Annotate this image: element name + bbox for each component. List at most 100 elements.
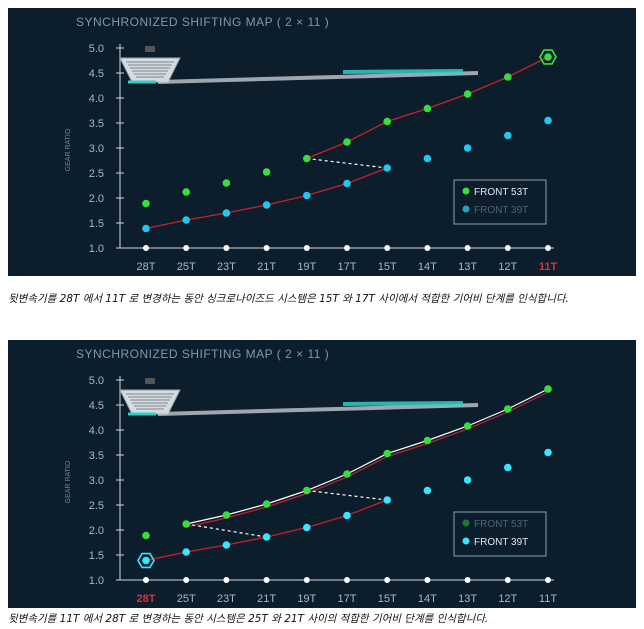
point-39t: [383, 164, 392, 172]
point-39t: [262, 201, 271, 209]
x-tick-label: 14T: [418, 593, 437, 605]
x-tick-label: 25T: [177, 593, 196, 605]
point-53t: [423, 104, 432, 113]
legend-label: FRONT 39T: [474, 205, 528, 216]
shifting-map-chart-1: SYNCHRONIZED SHIFTING MAP ( 2 × 11 ) GEAR…: [65, 15, 558, 273]
x-axis-dot: [464, 245, 471, 251]
point-53t: [262, 500, 271, 508]
current-gear-point: [142, 556, 150, 565]
point-39t: [182, 216, 190, 224]
chain-highlight: [342, 401, 464, 406]
x-axis-dot: [223, 245, 230, 251]
y-tick-label: 1.5: [89, 218, 104, 230]
x-axis-dot: [263, 245, 270, 251]
shift-transition-dashed: [306, 157, 388, 169]
x-tick-label: 11T: [539, 261, 558, 273]
x-tick-label: 21T: [257, 593, 276, 605]
x-axis-dot: [183, 245, 190, 251]
x-axis-dot: [545, 245, 551, 251]
legend: FRONT 53T FRONT 39T: [453, 511, 547, 557]
y-tick-label: 4.0: [89, 93, 104, 105]
x-axis-dot: [303, 245, 310, 251]
point-53t: [182, 188, 190, 196]
point-53t: [262, 168, 271, 176]
point-39t: [463, 476, 472, 484]
point-39t: [504, 131, 512, 140]
y-tick-label: 3.0: [89, 475, 104, 487]
legend-label: FRONT 53T: [474, 519, 528, 530]
x-axis-dot: [303, 577, 310, 583]
legend-marker: [462, 187, 470, 195]
legend-marker: [462, 519, 470, 527]
x-axis-dot: [384, 245, 391, 251]
point-53t: [343, 138, 351, 146]
cassette-top: [145, 378, 155, 384]
x-axis-dot: [183, 577, 190, 583]
y-tick-label: 2.0: [89, 193, 104, 205]
chain-highlight: [342, 69, 464, 74]
legend-label: FRONT 53T: [474, 187, 528, 198]
y-axis-label: GEAR RATIO: [65, 460, 72, 503]
legend-box: [453, 179, 547, 225]
point-39t: [343, 511, 351, 520]
x-tick-label: 14T: [418, 261, 437, 273]
point-53t: [142, 199, 150, 208]
current-gear-hexagon: [539, 49, 557, 65]
point-39t: [222, 541, 231, 549]
y-tick-label: 3.0: [89, 143, 104, 155]
point-39t: [423, 486, 432, 495]
x-axis-dot: [223, 577, 230, 583]
shift-transition-dashed: [186, 523, 267, 538]
y-tick-label: 4.0: [89, 425, 104, 437]
x-tick-label: 28T: [137, 261, 156, 273]
y-tick-label: 3.5: [89, 450, 104, 462]
y-tick-label: 1.0: [89, 243, 104, 255]
shifting-map-chart-2: SYNCHRONIZED SHIFTING MAP ( 2 × 11 ) GEAR…: [65, 347, 557, 605]
x-axis-dot: [344, 245, 350, 251]
point-39t: [142, 224, 150, 233]
point-53t: [544, 385, 552, 393]
y-tick-label: 2.5: [89, 500, 104, 512]
y-tick-label: 2.0: [89, 525, 104, 537]
y-tick-label: 4.5: [89, 400, 104, 412]
x-tick-label: 13T: [458, 593, 477, 605]
y-tick-label: 5.0: [89, 43, 104, 55]
cassette-illustration: [119, 378, 478, 416]
x-axis-dot: [143, 245, 149, 251]
point-53t: [303, 486, 311, 495]
x-tick-label: 23T: [217, 261, 236, 273]
x-tick-label: 12T: [498, 593, 517, 605]
x-tick-label: 17T: [338, 261, 357, 273]
x-tick-label: 19T: [297, 261, 316, 273]
y-tick-label: 3.5: [89, 118, 104, 130]
x-tick-label: 15T: [378, 261, 397, 273]
point-53t: [383, 117, 392, 126]
point-53t: [222, 511, 231, 519]
cassette-top: [145, 46, 155, 52]
point-39t: [262, 533, 271, 541]
x-axis-dot: [143, 577, 149, 583]
x-tick-label: 17T: [338, 593, 357, 605]
point-53t: [182, 520, 190, 528]
x-axis-dot: [464, 577, 471, 583]
point-39t: [463, 144, 472, 152]
point-53t: [463, 422, 472, 430]
point-39t: [504, 463, 512, 472]
chain: [158, 403, 478, 416]
legend-box: [453, 511, 547, 557]
shift-path-39t: [145, 167, 388, 230]
shift-transition-dashed-2: [306, 489, 388, 501]
shift-path-53t-shadow: [186, 391, 549, 528]
y-axis-label: GEAR RATIO: [65, 128, 72, 171]
point-53t: [303, 154, 311, 163]
legend-marker: [462, 537, 470, 545]
x-tick-label: 13T: [458, 261, 477, 273]
legend-label: FRONT 39T: [474, 537, 528, 548]
x-axis-dot: [504, 245, 511, 251]
point-39t: [544, 448, 552, 457]
x-tick-label: 25T: [177, 261, 196, 273]
legend-marker: [462, 205, 470, 213]
shift-path-39t: [145, 499, 388, 562]
chart-title: SYNCHRONIZED SHIFTING MAP ( 2 × 11 ): [76, 15, 329, 29]
current-gear-hexagon: [137, 552, 155, 569]
